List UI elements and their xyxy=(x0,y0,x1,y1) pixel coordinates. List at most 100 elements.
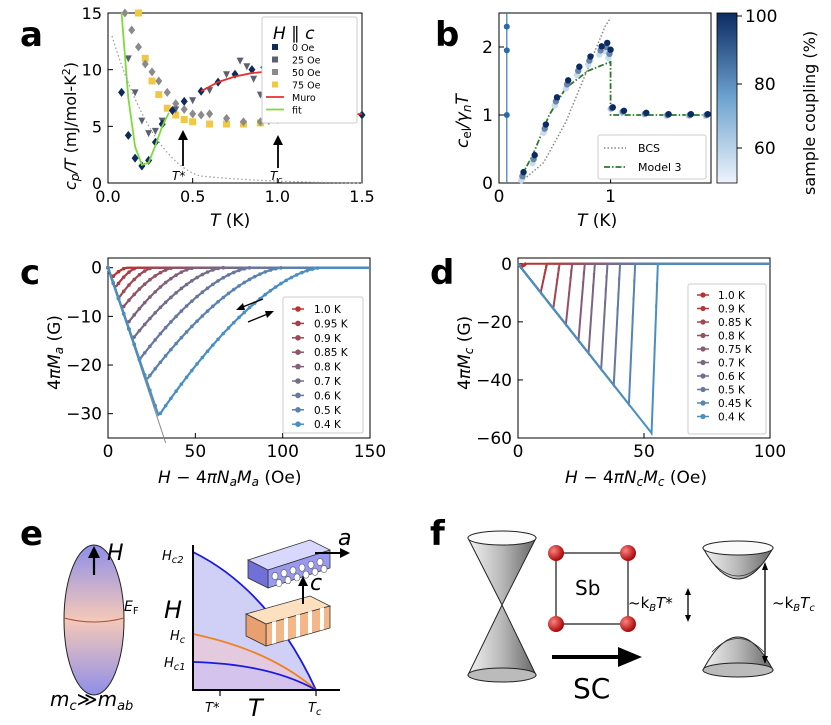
chart-b-point-2-2 xyxy=(542,121,550,128)
chart-b-point-2-12 xyxy=(643,109,650,117)
chart-b-xlabel: T (K) xyxy=(577,211,617,231)
panel-label-b: b xyxy=(435,15,459,55)
chart-c-point-8 xyxy=(163,404,168,408)
chart-c-point-8 xyxy=(305,268,309,273)
x-tick-label: 1.5 xyxy=(349,187,374,206)
curve-hc xyxy=(192,633,317,691)
chart-c-point-2 xyxy=(132,277,136,282)
chart-a-point-2-12 xyxy=(223,113,231,123)
chart-c-point-7 xyxy=(216,300,220,304)
chart-c-frame xyxy=(107,257,371,439)
chart-c-point-8 xyxy=(310,267,315,271)
chart-c-point-5 xyxy=(195,275,199,280)
chart-c-point-8 xyxy=(158,411,163,416)
chart-b: 0 1 0 1 2 BCS Model 3 100 80 60 sample coupl… xyxy=(453,7,819,231)
chart-c-point-4 xyxy=(179,270,184,274)
chart-c-point-8 xyxy=(106,265,110,270)
chart-c-point-8 xyxy=(294,273,299,277)
chart-c-point-7 xyxy=(184,330,189,334)
chart-d-legend-marker-0 xyxy=(700,292,706,298)
chart-c-point-8 xyxy=(315,266,320,270)
chart-a-point-1-3 xyxy=(145,130,153,138)
chart-c-legend-marker-3 xyxy=(295,349,301,356)
chart-a-legend-label-0: 0 Oe xyxy=(292,43,315,54)
hc1-label: Hc1 xyxy=(164,656,186,673)
chart-c-point-1 xyxy=(127,270,131,274)
chart-c-point-4 xyxy=(137,306,142,311)
phase-hc1-region xyxy=(193,662,316,690)
chart-c-point-6 xyxy=(200,290,205,295)
chart-c-point-7 xyxy=(174,341,178,346)
panel-label-a: a xyxy=(20,15,43,55)
chart-c-point-3 xyxy=(169,266,173,271)
chart-c-point-8 xyxy=(247,305,252,310)
chart-a-frame xyxy=(107,12,363,184)
chart-c-point-2 xyxy=(121,289,126,294)
chart-c-point-6 xyxy=(231,270,236,275)
chart-c-point-6 xyxy=(179,309,184,313)
chart-a-point-0-12 xyxy=(248,65,256,75)
chart-b-colorbar xyxy=(716,12,738,184)
slab-c: c xyxy=(244,571,332,647)
chart-c-point-4 xyxy=(132,313,136,317)
chart-b-point-2-8 xyxy=(604,39,611,47)
phase-h-axis-label: H xyxy=(164,596,182,624)
chart-c-point-8 xyxy=(169,396,173,401)
chart-c-point-7 xyxy=(247,277,252,282)
y-tick-label: 0 xyxy=(92,174,102,193)
hc-label: Hc xyxy=(170,629,186,646)
chart-c-point-8 xyxy=(190,368,194,373)
chart-c-point-6 xyxy=(195,294,199,299)
stripe-0 xyxy=(272,621,276,644)
chart-c-point-6 xyxy=(247,266,252,270)
chart-a-point-3-0 xyxy=(134,9,142,17)
chart-c-point-8 xyxy=(116,296,121,301)
sc-arrow: SC xyxy=(552,647,642,705)
sc-label: SC xyxy=(573,672,610,705)
chart-c-point-8 xyxy=(184,375,189,380)
gap-tstar-label: ~kBT* xyxy=(628,594,673,614)
vortex-1-3 xyxy=(302,570,310,579)
chart-c-point-8 xyxy=(121,311,126,316)
chart-c-point-7 xyxy=(237,284,241,288)
chart-c-point-5 xyxy=(132,335,136,339)
chart-a-point-2-4 xyxy=(148,67,156,77)
y-tick-label: −40 xyxy=(476,371,512,391)
fermi-ellipsoid xyxy=(63,544,125,696)
chart-c-point-1 xyxy=(132,266,136,271)
chart-c-point-7 xyxy=(268,268,273,272)
chart-b-bcs-line xyxy=(520,17,612,183)
chart-c-ticks: 0 50 100 150 0 −10 −20 −30 xyxy=(66,259,386,462)
chart-a-point-3-1 xyxy=(141,54,149,62)
chart-d-legend-marker-2 xyxy=(700,319,706,325)
chart-c-legend-label-6: 0.6 K xyxy=(314,390,342,402)
y-tick-label: −10 xyxy=(66,307,102,327)
chart-c: 0 50 100 150 0 −10 −20 −30 1.0 K 0.95 K 0.9 K 0.85… xyxy=(45,257,386,489)
x-tick-label: 0 xyxy=(103,442,114,462)
chart-d-legend-label-3: 0.8 K xyxy=(718,331,746,343)
chart-a-point-3-5 xyxy=(172,111,180,119)
chart-d-legend-label-4: 0.75 K xyxy=(718,344,753,356)
chart-c-point-6 xyxy=(242,267,247,271)
chart-c-point-4 xyxy=(174,273,178,277)
chart-d-xlabel: H − 4πNcMc (Oe) xyxy=(565,468,707,489)
chart-c-point-8 xyxy=(221,331,226,336)
slab-a: a xyxy=(246,526,351,589)
y-tick-label: 0 xyxy=(482,174,493,194)
chart-b-cbar-tick-80: 80 xyxy=(754,75,776,95)
x-tick-label: 1.0 xyxy=(265,187,290,206)
chart-c-point-3 xyxy=(132,292,136,297)
chart-d-ylabel: 4πMc (G) xyxy=(455,316,476,390)
chart-d-legend-marker-7 xyxy=(700,386,706,393)
chart-c-point-7 xyxy=(279,266,283,270)
chart-c-legend-label-5: 0.7 K xyxy=(314,376,342,388)
chart-c-point-8 xyxy=(132,342,136,347)
chart-c-point-8 xyxy=(273,285,278,289)
chart-d-legend-label-9: 0.4 K xyxy=(718,412,746,424)
chart-d-legend-marker-3 xyxy=(700,332,706,339)
chart-a-legend-label-5: fit xyxy=(292,106,302,117)
chart-c-point-7 xyxy=(226,291,231,296)
panel-f-schematic: Sb SC ~kBT* ~kBTc xyxy=(467,530,815,705)
